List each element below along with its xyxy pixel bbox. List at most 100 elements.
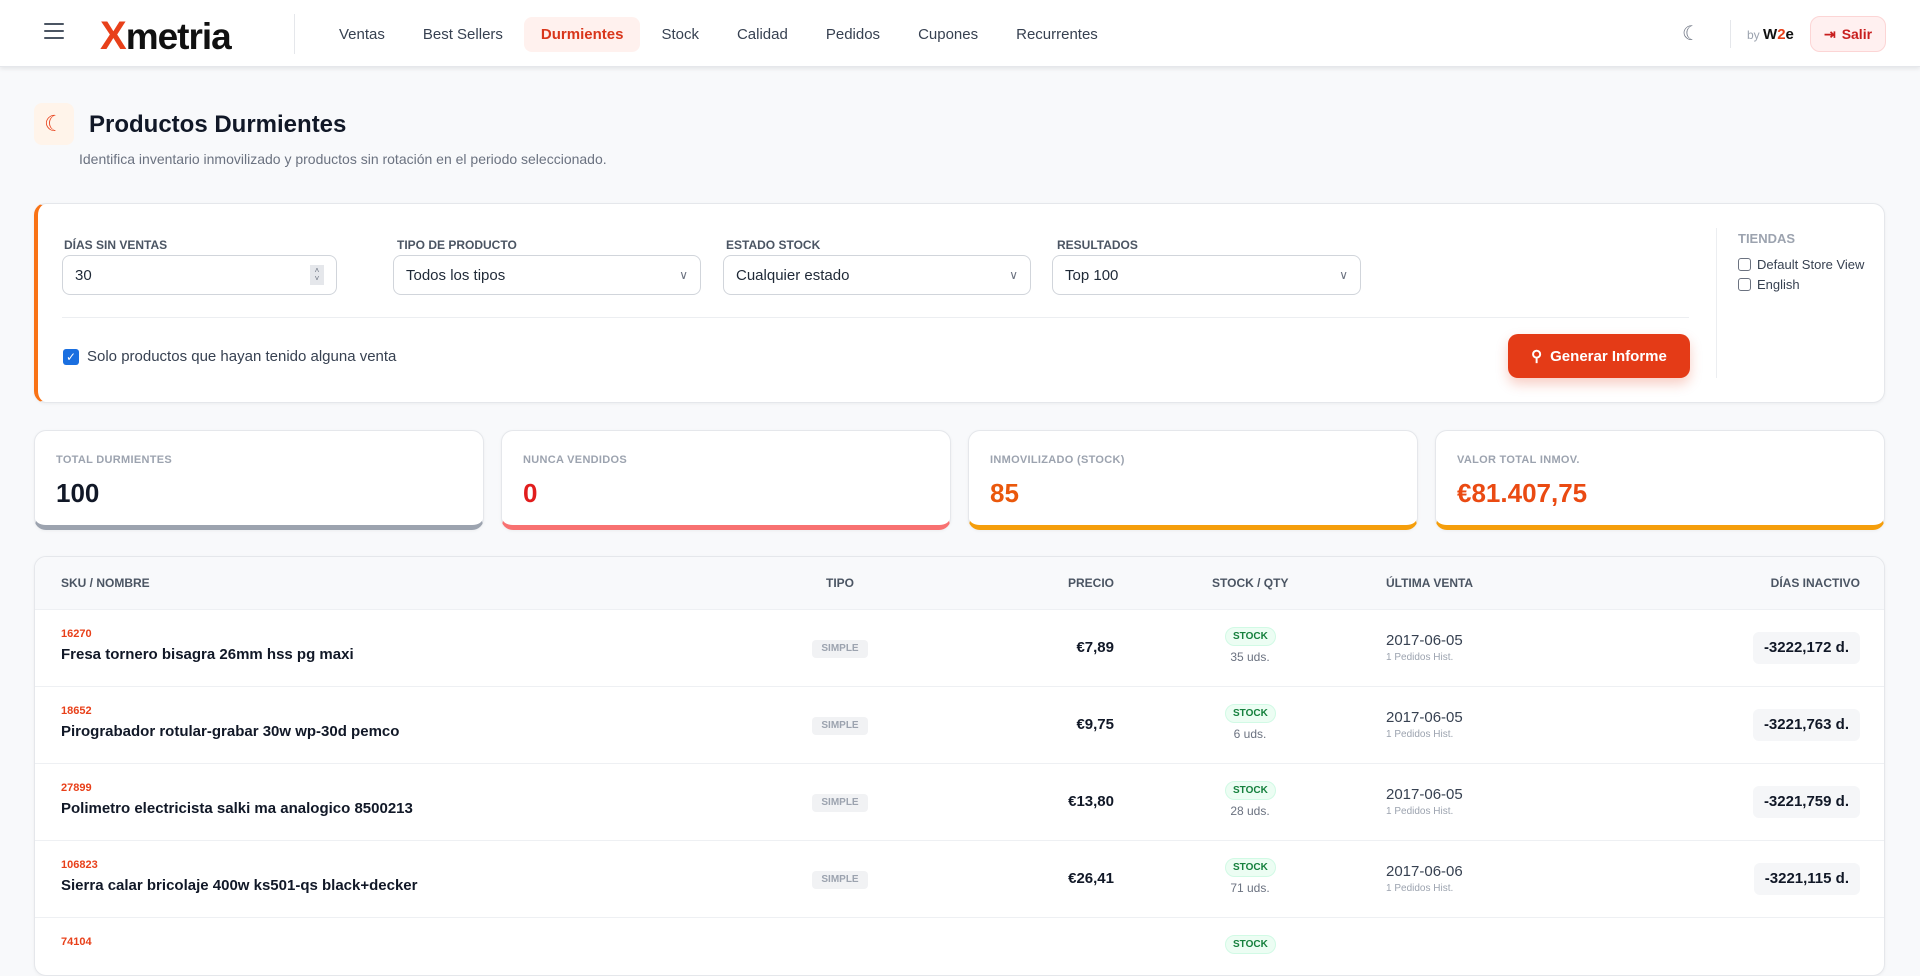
- type-badge: SIMPLE: [812, 871, 868, 889]
- estado-stock-select[interactable]: Cualquier estado ∨: [723, 255, 1031, 295]
- nav-durmientes[interactable]: Durmientes: [523, 17, 641, 52]
- stock-cell: STOCK: [1225, 934, 1276, 958]
- type-badge: SIMPLE: [812, 640, 868, 658]
- stat-value: 100: [56, 478, 100, 508]
- resultados-select[interactable]: Top 100 ∨: [1052, 255, 1361, 295]
- last-sale-date: 2017-06-06: [1386, 863, 1463, 880]
- dias-label: Días sin ventas: [64, 238, 168, 252]
- table-row[interactable]: 106823 Sierra calar bricolaje 400w ks501-…: [35, 841, 1884, 918]
- page-subtitle: Identifica inventario inmovilizado y pro…: [79, 151, 607, 167]
- sku[interactable]: 106823: [61, 859, 98, 871]
- chevron-down-icon: ∨: [679, 268, 688, 282]
- page-title: Productos Durmientes: [89, 111, 347, 138]
- order-history: 1 Pedidos Hist.: [1386, 883, 1454, 894]
- dias-sin-ventas-input[interactable]: 30 ˄ ˅: [62, 255, 337, 295]
- product-name: Fresa tornero bisagra 26mm hss pg maxi: [61, 646, 354, 663]
- main-nav: Ventas Best Sellers Durmientes Stock Calidad…: [322, 17, 1115, 52]
- stat-value: 0: [523, 478, 538, 508]
- days-inactive: -3221,763 d.: [1752, 709, 1860, 741]
- moon-icon: ☾: [34, 103, 74, 145]
- checkbox[interactable]: [1738, 258, 1751, 271]
- divider: [294, 14, 295, 54]
- chevron-down-icon: ∨: [1009, 268, 1018, 282]
- product-name: Sierra calar bricolaje 400w ks501-qs bla…: [61, 877, 418, 894]
- number-stepper-icon[interactable]: ˄ ˅: [310, 265, 324, 285]
- product-name: Pirograbador rotular-grabar 30w wp-30d p…: [61, 723, 400, 740]
- stock-badge: STOCK: [1225, 704, 1276, 723]
- order-history: 1 Pedidos Hist.: [1386, 806, 1454, 817]
- product-name: Polimetro electricista salki ma analogic…: [61, 800, 413, 817]
- stock-badge: STOCK: [1225, 781, 1276, 800]
- qty: 6 uds.: [1233, 727, 1267, 741]
- tipo-label: Tipo de producto: [397, 238, 517, 252]
- stat-card: VALOR TOTAL INMOV. €81.407,75: [1435, 430, 1885, 530]
- nav-cupones[interactable]: Cupones: [918, 26, 979, 43]
- last-sale-date: 2017-06-05: [1386, 709, 1463, 726]
- checkbox-checked[interactable]: ✓: [63, 348, 79, 365]
- dormant-products-table: SKU / NOMBRE TIPO PRECIO STOCK / QTY ÚLT…: [34, 556, 1885, 976]
- table-row[interactable]: 27899 Polimetro electricista salki ma ana…: [35, 764, 1884, 841]
- tipo-producto-select[interactable]: Todos los tipos ∨: [393, 255, 701, 295]
- chevron-down-icon: ∨: [1339, 268, 1348, 282]
- stat-label: INMOVILIZADO (STOCK): [990, 454, 1125, 466]
- type-badge: SIMPLE: [812, 794, 868, 812]
- stat-card: INMOVILIZADO (STOCK) 85: [968, 430, 1418, 530]
- sku[interactable]: 74104: [61, 936, 92, 948]
- order-history: 1 Pedidos Hist.: [1386, 729, 1454, 740]
- logout-icon: ⇥: [1823, 25, 1836, 42]
- type-badge: SIMPLE: [812, 717, 868, 735]
- nav-best-sellers[interactable]: Best Sellers: [422, 26, 503, 43]
- divider: [1730, 20, 1731, 48]
- stores-filter: Tiendas Default Store View English: [1738, 231, 1865, 292]
- days-inactive: -3221,115 d.: [1753, 863, 1860, 895]
- divider: [1716, 228, 1717, 378]
- table-row[interactable]: 74104 STOCK: [35, 918, 1884, 975]
- checkbox[interactable]: [1738, 278, 1751, 291]
- stock-badge: STOCK: [1225, 858, 1276, 877]
- stock-badge: STOCK: [1225, 935, 1276, 954]
- nav-stock[interactable]: Stock: [661, 26, 699, 43]
- resultados-label: Resultados: [1057, 238, 1138, 252]
- store-option[interactable]: Default Store View: [1738, 257, 1864, 272]
- stat-label: NUNCA VENDIDOS: [523, 454, 628, 466]
- price: €7,89: [1076, 639, 1114, 656]
- stat-value: 85: [990, 478, 1019, 508]
- stat-card: NUNCA VENDIDOS 0: [501, 430, 951, 530]
- dark-mode-moon-icon[interactable]: ☾: [1682, 23, 1700, 45]
- sku[interactable]: 18652: [61, 705, 92, 717]
- logout-button[interactable]: ⇥ Salir: [1810, 16, 1886, 52]
- stock-cell: STOCK 71 uds.: [1225, 857, 1276, 895]
- stat-label: VALOR TOTAL INMOV.: [1457, 454, 1580, 466]
- qty: 71 uds.: [1230, 881, 1270, 895]
- nav-calidad[interactable]: Calidad: [736, 26, 788, 43]
- stat-value: €81.407,75: [1457, 478, 1588, 508]
- nav-recurrentes[interactable]: Recurrentes: [1016, 26, 1098, 43]
- table-header: SKU / NOMBRE TIPO PRECIO STOCK / QTY ÚLT…: [35, 557, 1884, 610]
- store-option[interactable]: English: [1738, 277, 1864, 292]
- menu-icon[interactable]: [44, 23, 64, 39]
- days-inactive: -3221,759 d.: [1752, 786, 1860, 818]
- table-row[interactable]: 18652 Pirograbador rotular-grabar 30w wp-…: [35, 687, 1884, 764]
- qty: 28 uds.: [1230, 804, 1270, 818]
- stock-badge: STOCK: [1225, 627, 1276, 646]
- price: €9,75: [1076, 716, 1114, 733]
- search-icon: ⚲: [1531, 348, 1543, 365]
- sku[interactable]: 16270: [61, 628, 92, 640]
- order-history: 1 Pedidos Hist.: [1386, 652, 1454, 663]
- stock-cell: STOCK 6 uds.: [1225, 703, 1276, 741]
- table-row[interactable]: 16270 Fresa tornero bisagra 26mm hss pg m…: [35, 610, 1884, 687]
- stock-cell: STOCK 28 uds.: [1225, 780, 1276, 818]
- stock-cell: STOCK 35 uds.: [1225, 626, 1276, 664]
- last-sale-date: 2017-06-05: [1386, 786, 1463, 803]
- stat-card: TOTAL DURMIENTES 100: [34, 430, 484, 530]
- sku[interactable]: 27899: [61, 782, 92, 794]
- price: €13,80: [1068, 793, 1114, 810]
- nav-pedidos[interactable]: Pedidos: [825, 26, 881, 43]
- generate-report-button[interactable]: ⚲ Generar Informe: [1508, 334, 1690, 378]
- powered-by-w2e: by W2e: [1747, 26, 1794, 43]
- only-sold-checkbox[interactable]: ✓ Solo productos que hayan tenido alguna …: [63, 348, 396, 365]
- last-sale-date: 2017-06-05: [1386, 632, 1463, 649]
- nav-ventas[interactable]: Ventas: [339, 26, 385, 43]
